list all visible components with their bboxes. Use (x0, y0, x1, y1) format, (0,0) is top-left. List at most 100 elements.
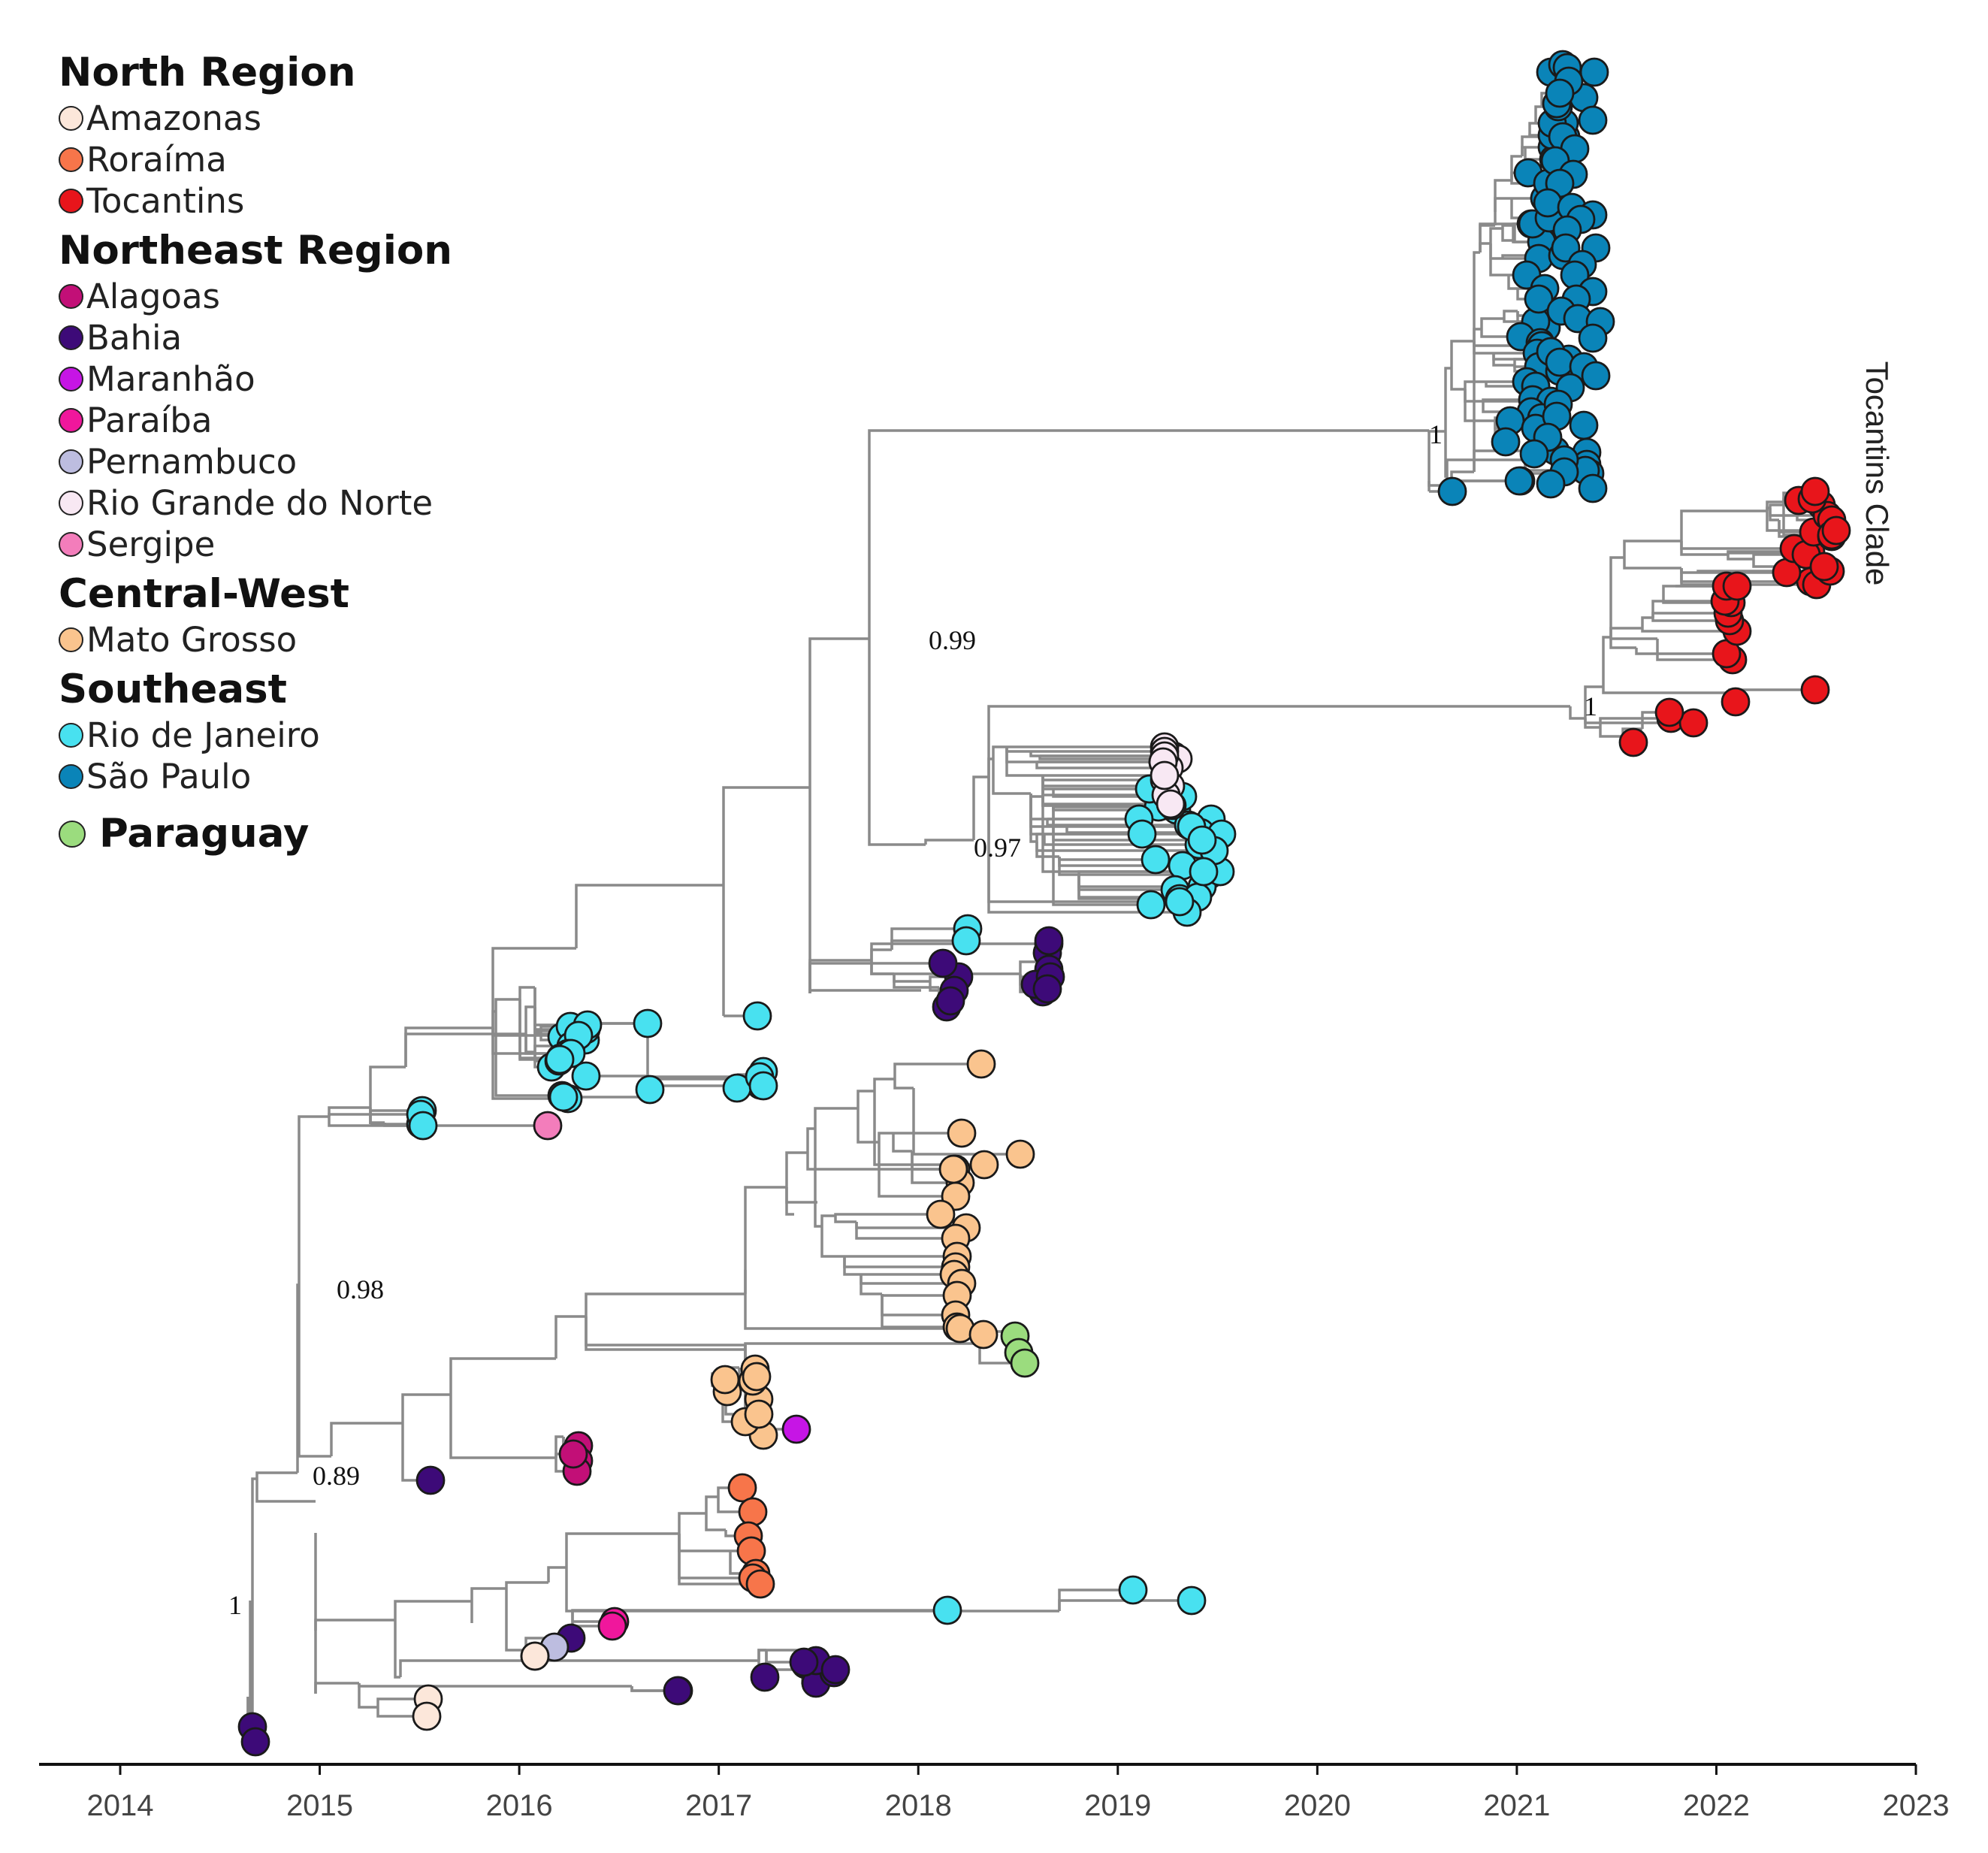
branch-367 (1473, 341, 1494, 355)
tip-matogrosso-61 (938, 1154, 968, 1184)
branch-322 (1035, 762, 1169, 769)
branch-340 (987, 777, 1180, 903)
tip-tocantins-126 (1722, 571, 1752, 601)
tip-tocantins-112 (1618, 727, 1648, 757)
branch-207 (808, 962, 943, 993)
branch-113 (878, 1142, 956, 1198)
legend-label-sao-paulo: São Paulo (86, 757, 252, 797)
legend-label-rio-de-janeiro: Rio de Janeiro (86, 715, 320, 755)
branch-122 (843, 1256, 956, 1268)
branch-317 (1029, 751, 1040, 757)
branch-189 (491, 947, 576, 1028)
branch-315 (992, 745, 1007, 759)
tip-matogrosso-42 (742, 1362, 772, 1392)
legend-item-alagoas: Alagoas (59, 276, 452, 317)
x-tick-label-2021: 2021 (1483, 1789, 1550, 1822)
branch-8 (298, 1285, 331, 1458)
legend-label-rio-grande-do-norte: Rio Grande do Norte (86, 483, 434, 523)
branch-221 (868, 639, 926, 846)
branch-115 (820, 1214, 835, 1226)
branch-219 (808, 989, 921, 993)
legend-item-amazonas: Amazonas (59, 98, 452, 139)
tip-bahia-21 (750, 1662, 780, 1692)
tip-matogrosso-46 (969, 1150, 999, 1180)
branch-69 (449, 1395, 556, 1459)
tip-riodejaneiro-90 (548, 1082, 579, 1112)
tip-saopaulo-212 (1504, 466, 1534, 496)
branch-150 (518, 986, 535, 999)
tip-rgn-172 (1156, 789, 1186, 819)
branch-370 (1492, 353, 1515, 367)
clade-label: Tocantins Clade (1860, 361, 1895, 586)
branch-246 (1641, 628, 1737, 633)
branch-16 (547, 1566, 566, 1582)
branch-59 (376, 1707, 427, 1718)
legend-item-rio-de-janeiro: Rio de Janeiro (59, 715, 452, 756)
branch-157 (494, 1011, 562, 1097)
branch-102 (873, 1078, 895, 1091)
branch-427 (1528, 122, 1536, 137)
branch-44 (399, 1659, 759, 1677)
branch-236 (1584, 685, 1603, 718)
branch-108 (878, 1132, 893, 1142)
branch-76 (585, 1316, 745, 1347)
tip-matogrosso-47 (947, 1118, 977, 1148)
legend-label-roraima: Roraíma (86, 140, 227, 180)
branch-56 (314, 1682, 359, 1694)
tip-tocantins-116 (1800, 675, 1830, 705)
branch-103 (893, 1063, 981, 1079)
branch-60 (358, 1683, 632, 1688)
tip-saopaulo-266 (1578, 323, 1608, 353)
tip-bahia-29 (415, 1465, 446, 1495)
branch-363 (1480, 329, 1509, 338)
branch-11 (314, 1619, 395, 1631)
branch-267 (1680, 541, 1794, 550)
x-tick-label-2017: 2017 (685, 1789, 752, 1822)
tip-tocantins-114 (1678, 708, 1709, 738)
branch-247 (1641, 616, 1653, 628)
legend-dot-mato-grosso (59, 627, 83, 652)
branch-260 (1680, 568, 1698, 574)
legend-group-southeast: Southeast Rio de Janeiro São Paulo (59, 665, 452, 797)
branch-68 (449, 1357, 556, 1395)
legend-label-paraguay: Paraguay (99, 811, 310, 857)
tip-saopaulo-245 (1545, 78, 1575, 108)
tip-riodejaneiro-12 (1177, 1585, 1207, 1616)
support-value-3: 1 (1584, 691, 1597, 721)
tip-riodejaneiro-88 (545, 1044, 575, 1075)
branch-208 (870, 942, 1049, 960)
branch-166 (404, 1032, 526, 1067)
branch-24 (678, 1534, 730, 1552)
branch-243 (1609, 637, 1636, 649)
tip-bahia-28 (820, 1655, 850, 1685)
support-value-2: 0.97 (974, 833, 1021, 863)
branch-134 (744, 1342, 980, 1345)
branch-173 (524, 1005, 535, 1034)
branch-210 (1019, 960, 1037, 974)
branch-420 (1510, 155, 1522, 180)
branch-94 (585, 1292, 745, 1316)
branch-196 (808, 959, 872, 993)
branch-107 (857, 1108, 879, 1144)
branch-22 (705, 1513, 726, 1531)
tip-riodejaneiro-95 (408, 1111, 438, 1141)
x-tick-label-2020: 2020 (1284, 1789, 1351, 1822)
tip-riodejaneiro-179 (1127, 819, 1157, 849)
support-value-5: 0.89 (313, 1461, 360, 1491)
branch-98 (785, 1151, 808, 1187)
branch-70 (554, 1435, 563, 1458)
legend-item-rio-grande-do-norte: Rio Grande do Norte (59, 482, 452, 524)
legend-dot-paraguay (59, 821, 86, 848)
tip-saopaulo-279 (1536, 469, 1566, 499)
branch-197 (870, 948, 892, 960)
tip-riodejaneiro-70 (633, 1008, 663, 1038)
tip-matogrosso-45 (1005, 1139, 1035, 1169)
tip-tocantins-117 (1721, 687, 1751, 717)
branch-288 (1029, 793, 1043, 798)
tip-saopaulo-280 (1578, 473, 1608, 503)
branch-323 (1005, 747, 1043, 777)
branch-218 (808, 637, 869, 787)
tip-roraima-8 (745, 1569, 775, 1599)
legend-dot-rio-grande-do-norte (59, 491, 83, 515)
branch-188 (328, 1117, 423, 1127)
